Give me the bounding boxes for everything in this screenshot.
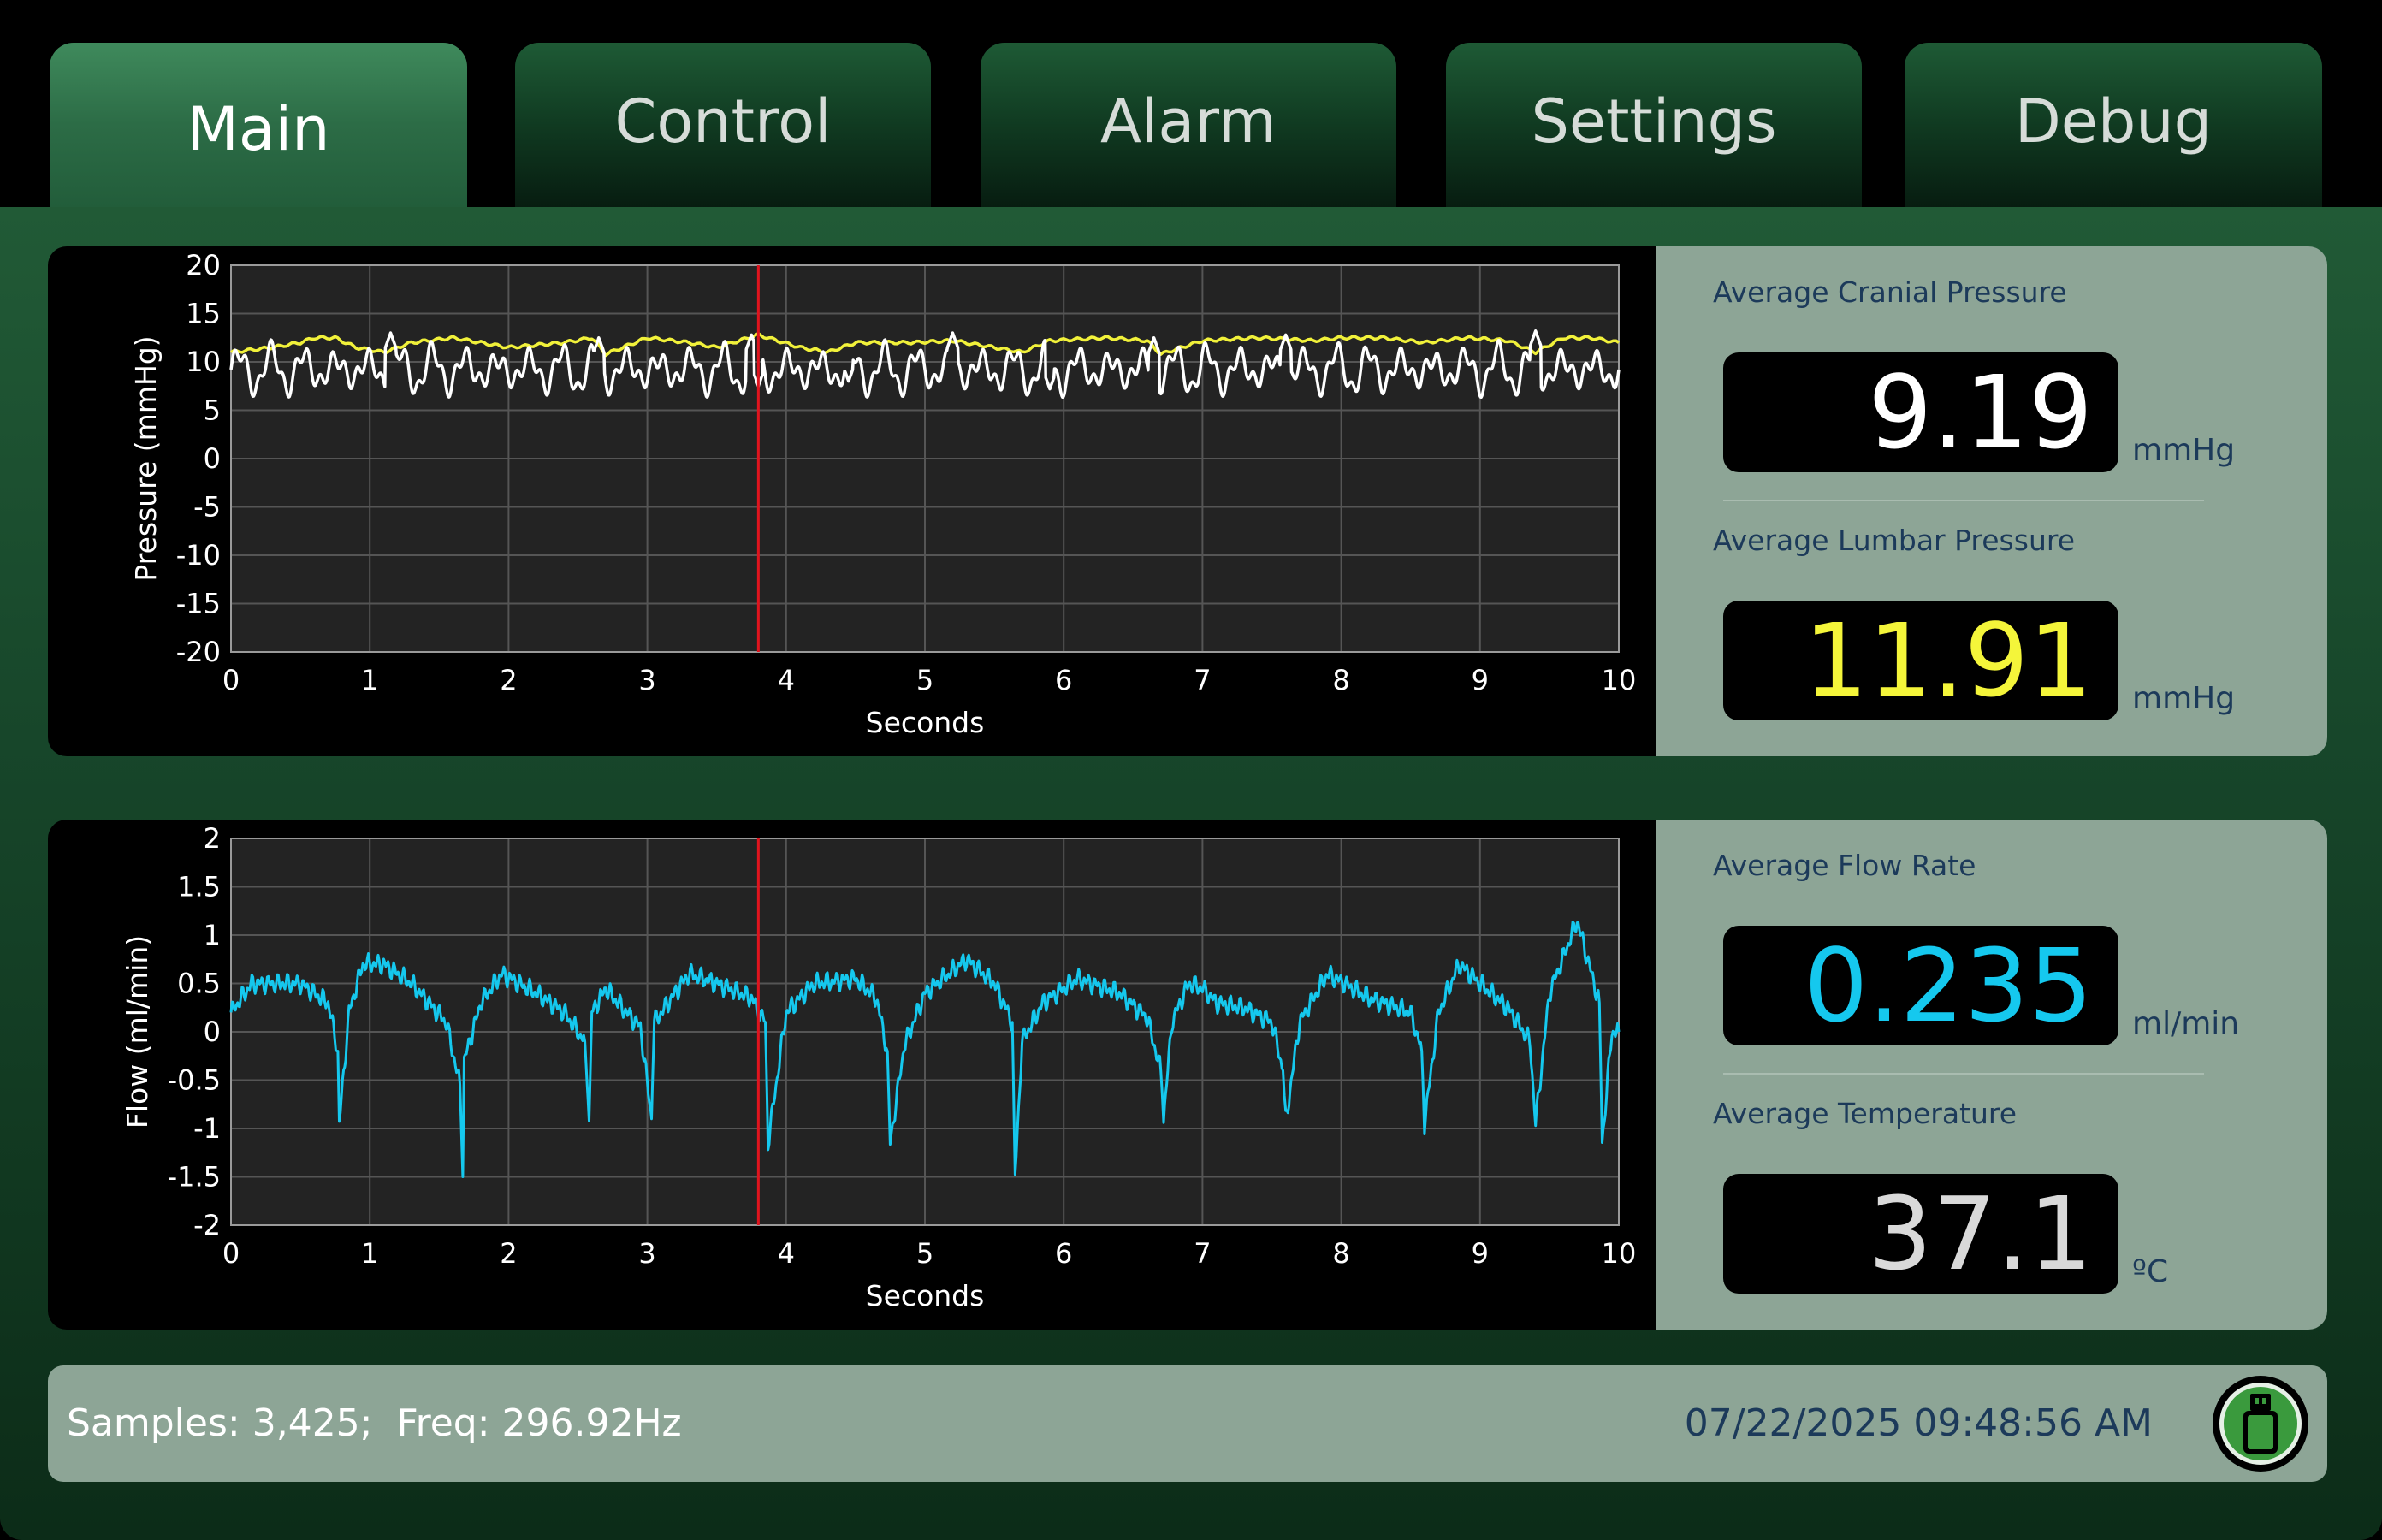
x-tick-label: 4 [778, 664, 795, 696]
y-tick-label: -20 [176, 636, 221, 668]
y-tick-label: 0 [204, 442, 221, 475]
samples-frequency-text: Samples: 3,425; Freq: 296.92Hz [67, 1401, 682, 1445]
x-tick-label: 5 [916, 664, 933, 696]
x-tick-label: 10 [1602, 1237, 1637, 1270]
x-tick-label: 0 [222, 664, 240, 696]
cranial-pressure-value: 9.19 [1723, 352, 2118, 472]
x-tick-label: 4 [778, 1237, 795, 1270]
flow-rate-label: Average Flow Rate [1713, 849, 1976, 882]
y-tick-label: -0.5 [168, 1064, 221, 1097]
stat-divider [1723, 500, 2204, 501]
y-tick-label: -2 [193, 1209, 221, 1241]
x-tick-label: 1 [361, 664, 378, 696]
usb-drive-icon [2219, 1383, 2302, 1465]
y-tick-label: 1 [204, 919, 221, 951]
y-tick-label: -10 [176, 539, 221, 572]
x-tick-label: 7 [1194, 664, 1211, 696]
flow-plot-panel: 0 1 2 3 4 5 6 7 8 9 10 2 1.5 1 0.5 0 -0.5 -1 -1.5 -2 Seconds… [48, 820, 1656, 1330]
y-axis-label: Pressure (mmHg) [129, 335, 163, 581]
series-line [230, 331, 1620, 358]
main-content-panel: 0 1 2 3 4 5 6 7 8 9 10 20 15 10 5 0 -5 -10 -15 -20 Seconds Pr… [0, 207, 2382, 1540]
plot-frame [230, 264, 1620, 653]
pressure-plot-panel: 0 1 2 3 4 5 6 7 8 9 10 20 15 10 5 0 -5 -10 -15 -20 Seconds Pr… [48, 246, 1656, 756]
y-tick-label: -1.5 [168, 1161, 221, 1194]
y-tick-label: -15 [176, 588, 221, 620]
lumbar-pressure-label: Average Lumbar Pressure [1713, 524, 2076, 557]
flow-stats-panel: Average Flow Rate 0.235 ml/min Average T… [1656, 820, 2327, 1330]
series-line [229, 921, 1621, 1178]
y-tick-label: 10 [186, 346, 221, 378]
temperature-value: 37.1 [1723, 1174, 2118, 1294]
y-tick-label: -1 [193, 1112, 221, 1145]
pressure-stats-panel: Average Cranial Pressure 9.19 mmHg Avera… [1656, 246, 2327, 756]
temperature-label: Average Temperature [1713, 1097, 2018, 1130]
y-tick-label: 15 [186, 298, 221, 330]
flow-chart: 0 1 2 3 4 5 6 7 8 9 10 2 1.5 1 0.5 0 -0.5 -1 -1.5 -2 Seconds… [121, 822, 1637, 1312]
x-tick-label: 1 [361, 1237, 378, 1270]
x-tick-label: 8 [1332, 664, 1349, 696]
x-tick-label: 8 [1332, 1237, 1349, 1270]
tab-control[interactable]: Control [515, 43, 931, 209]
y-tick-label: 0 [204, 1016, 221, 1048]
lumbar-pressure-unit: mmHg [2132, 681, 2236, 716]
cranial-pressure-label: Average Cranial Pressure [1713, 275, 2067, 309]
cranial-pressure-unit: mmHg [2132, 433, 2236, 468]
x-tick-label: 6 [1055, 664, 1072, 696]
usb-button[interactable] [2213, 1376, 2308, 1472]
status-bar: Samples: 3,425; Freq: 296.92Hz 07/22/202… [48, 1365, 2327, 1482]
x-axis-label: Seconds [866, 1279, 985, 1312]
stat-divider [1723, 1073, 2204, 1075]
flow-rate-value: 0.235 [1723, 926, 2118, 1045]
series-line [229, 329, 1621, 400]
x-axis-label: Seconds [866, 706, 985, 739]
x-tick-label: 6 [1055, 1237, 1072, 1270]
y-tick-label: -5 [193, 491, 221, 524]
x-tick-label: 10 [1602, 664, 1637, 696]
temperature-unit: ºC [2132, 1254, 2169, 1289]
tab-main[interactable]: Main [50, 43, 467, 224]
flow-rate-unit: ml/min [2132, 1006, 2240, 1041]
y-tick-label: 5 [204, 394, 221, 427]
x-tick-label: 5 [916, 1237, 933, 1270]
tab-alarm[interactable]: Alarm [981, 43, 1396, 209]
x-tick-label: 9 [1472, 664, 1489, 696]
x-tick-label: 3 [638, 1237, 655, 1270]
y-tick-label: 20 [186, 249, 221, 281]
x-tick-label: 7 [1194, 1237, 1211, 1270]
datetime-text: 07/22/2025 09:48:56 AM [1684, 1401, 2153, 1445]
x-tick-label: 0 [222, 1237, 240, 1270]
y-tick-label: 2 [204, 822, 221, 855]
pressure-chart: 0 1 2 3 4 5 6 7 8 9 10 20 15 10 5 0 -5 -10 -15 -20 Seconds Pr… [129, 249, 1637, 739]
x-tick-label: 3 [638, 664, 655, 696]
y-axis-label: Flow (ml/min) [121, 935, 154, 1128]
tab-debug[interactable]: Debug [1905, 43, 2322, 209]
x-tick-label: 2 [500, 1237, 517, 1270]
y-tick-label: 1.5 [177, 871, 221, 903]
lumbar-pressure-value: 11.91 [1723, 601, 2118, 720]
x-tick-label: 2 [500, 664, 517, 696]
tab-settings[interactable]: Settings [1446, 43, 1862, 209]
x-tick-label: 9 [1472, 1237, 1489, 1270]
y-tick-label: 0.5 [177, 968, 221, 1000]
